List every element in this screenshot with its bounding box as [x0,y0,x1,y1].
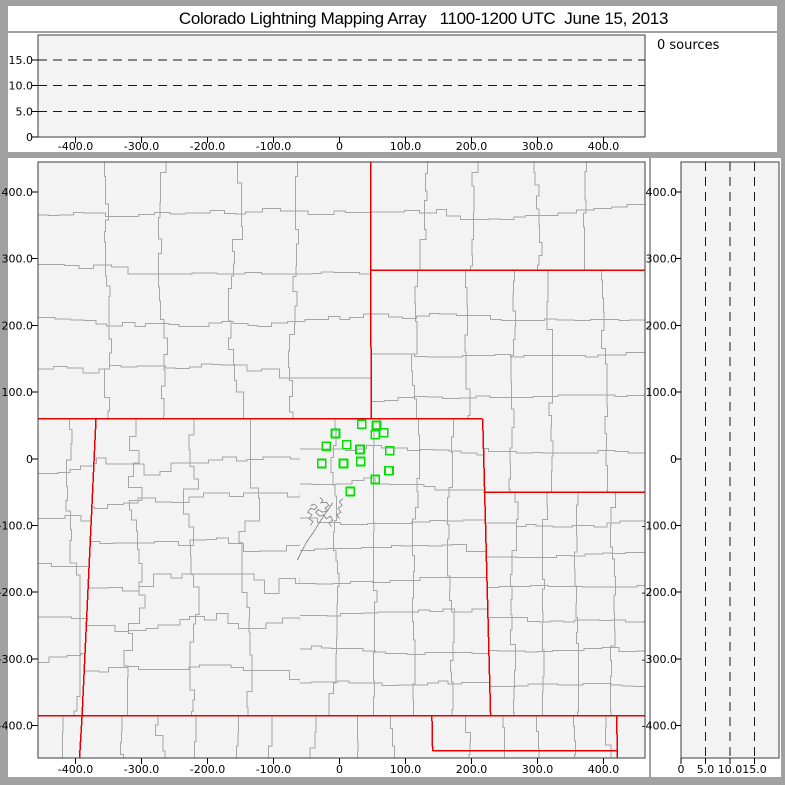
window-title: Colorado Lightning Mapping Array 1100-12… [8,6,777,31]
sources-count-label: 0 sources [657,38,720,53]
sources-panel: 0 sources [649,33,777,152]
map-panel-box [8,158,649,777]
altitude-ew-panel-box [8,33,649,152]
altitude-ns-panel-box [651,158,781,777]
